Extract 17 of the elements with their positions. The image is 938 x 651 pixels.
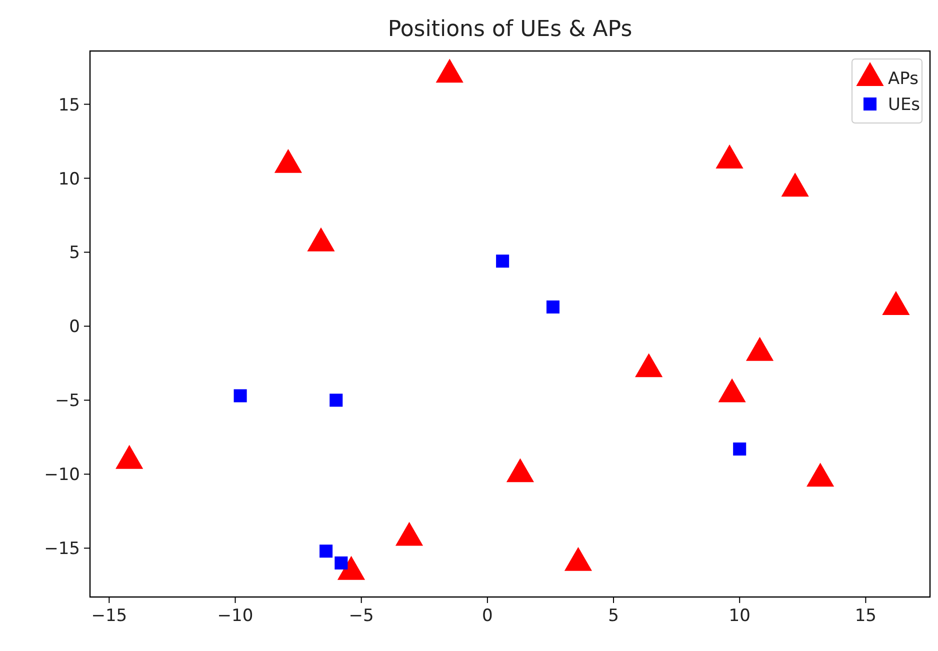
chart-title: Positions of UEs & APs [388, 17, 632, 42]
x-tick-label: −5 [348, 606, 374, 626]
x-tick-label: 5 [608, 606, 619, 626]
y-tick-label: −15 [44, 539, 80, 560]
y-tick-label: 10 [58, 169, 80, 190]
legend-label: APs [888, 69, 919, 89]
y-tick-label: 15 [58, 95, 80, 116]
x-tick-label: −10 [217, 606, 254, 626]
x-tick-label: 10 [728, 606, 750, 626]
x-tick-label: 0 [482, 606, 493, 626]
y-tick-label: 5 [69, 243, 80, 264]
y-tick-label: −10 [44, 465, 80, 486]
x-tick-label: 15 [854, 606, 877, 626]
legend-label: UEs [888, 95, 920, 115]
y-tick-label: 0 [69, 317, 80, 338]
x-tick-label: −15 [91, 606, 128, 626]
y-tick-label: −5 [54, 391, 80, 412]
